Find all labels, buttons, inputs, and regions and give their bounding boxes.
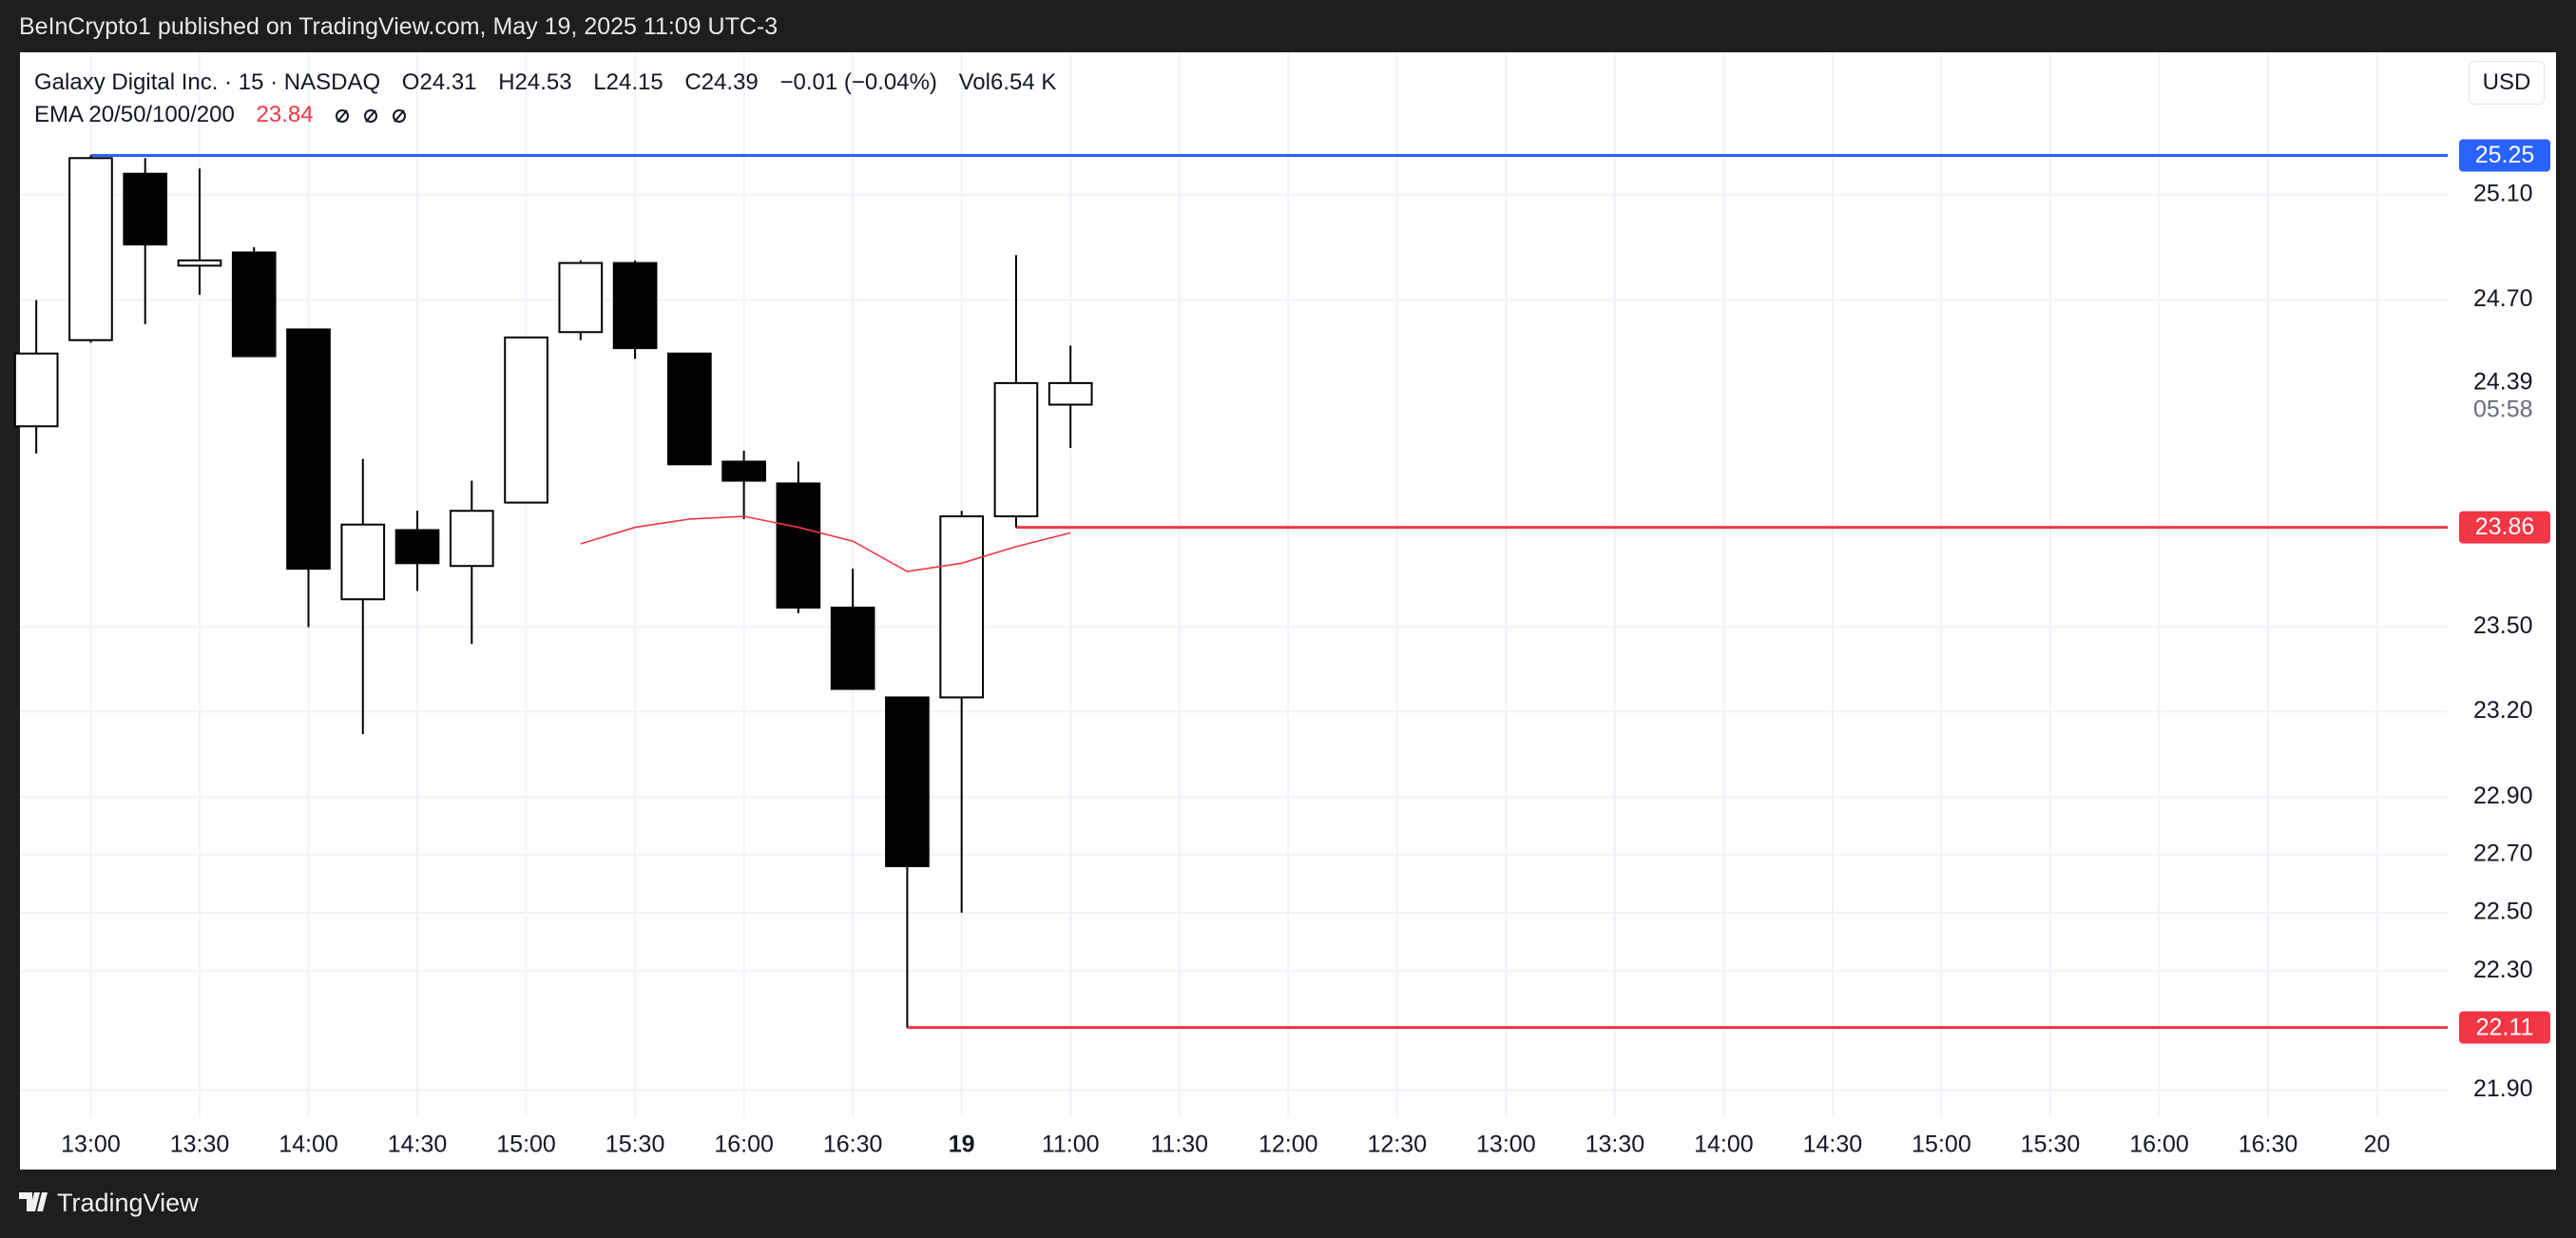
- candle-body: [830, 607, 875, 690]
- y-tick-label: 22.50: [2473, 899, 2533, 925]
- x-tick-label: 15:30: [2021, 1132, 2081, 1158]
- candle-body: [177, 259, 222, 267]
- countdown: 05:58: [2473, 396, 2533, 422]
- candle-body: [123, 172, 168, 246]
- brand: TradingView: [57, 1189, 199, 1217]
- volume-label: Vol: [958, 69, 990, 95]
- candle-body: [1048, 381, 1093, 406]
- candle-body: [721, 460, 766, 482]
- x-tick-label: 13:30: [1586, 1132, 1645, 1158]
- x-tick-label: 11:30: [1150, 1132, 1208, 1158]
- ohlc-label: O: [401, 69, 420, 95]
- last-price-badge: [2459, 366, 2550, 426]
- hidden-icons[interactable]: [335, 106, 411, 126]
- legend-row: Galaxy Digital Inc. · 15 · NASDAQ O24.31…: [34, 67, 1056, 99]
- ohlc-value: 24.39: [701, 69, 759, 95]
- ohlc-value: 24.31: [419, 69, 477, 95]
- indicator-row: EMA 20/50/100/200 23.84: [34, 99, 1056, 131]
- candle-body: [558, 261, 604, 334]
- currency-button[interactable]: USD: [2469, 61, 2545, 105]
- candle-body: [340, 523, 386, 601]
- x-tick-label: 12:00: [1259, 1132, 1318, 1158]
- y-tick-label: 22.90: [2473, 783, 2533, 809]
- x-tick-label: 15:30: [606, 1132, 665, 1158]
- x-tick-label: 19: [949, 1132, 975, 1158]
- y-tick-label: 23.50: [2473, 612, 2533, 639]
- x-tick-label: 13:00: [61, 1132, 121, 1158]
- x-tick-label: 16:30: [823, 1132, 883, 1158]
- x-tick-label: 14:00: [1694, 1132, 1754, 1158]
- candle-body: [68, 157, 113, 341]
- ohlc-label: L: [593, 69, 606, 95]
- x-tick-label: 15:00: [496, 1132, 556, 1158]
- x-tick-label: 14:30: [1803, 1132, 1863, 1158]
- candle-body: [286, 328, 331, 571]
- price-badge-label: 22.11: [2476, 1014, 2534, 1040]
- x-tick-label: 16:30: [2239, 1132, 2298, 1158]
- candle-body: [394, 529, 440, 565]
- price-badge: [2459, 1011, 2550, 1044]
- ema-line: [580, 515, 1071, 572]
- candle-body: [504, 336, 548, 504]
- y-tick-label: 22.70: [2473, 840, 2533, 866]
- symbol: Galaxy Digital Inc. · 15 · NASDAQ: [34, 69, 381, 95]
- price-badge-label: 23.86: [2475, 513, 2535, 540]
- x-tick-label: 13:00: [1476, 1132, 1536, 1158]
- indicator-value: 23.84: [256, 102, 314, 127]
- ohlc-value: 24.15: [606, 69, 663, 95]
- ohlc-value: 24.53: [514, 69, 572, 95]
- ohlc-label: C: [684, 69, 702, 95]
- x-tick-label: 15:00: [1912, 1132, 1971, 1158]
- price-badge: [2459, 139, 2550, 172]
- x-tick-label: 13:30: [170, 1132, 230, 1158]
- x-tick-label: 20: [2364, 1132, 2391, 1158]
- candle-body: [231, 251, 277, 358]
- x-tick-label: 12:30: [1368, 1132, 1428, 1158]
- x-tick-label: 14:30: [388, 1132, 448, 1158]
- publish-info: BeInCrypto1 published on TradingView.com…: [19, 13, 779, 40]
- candle-body: [449, 510, 494, 568]
- candle-body: [776, 482, 821, 609]
- candle-body: [13, 352, 59, 428]
- y-tick-label: 25.10: [2473, 180, 2533, 206]
- legend: Galaxy Digital Inc. · 15 · NASDAQ O24.31…: [34, 67, 1056, 131]
- price-badge-label: 25.25: [2475, 142, 2535, 168]
- ohlc-label: H: [498, 69, 515, 95]
- candle-body: [993, 381, 1039, 518]
- y-tick-label: 23.20: [2473, 697, 2533, 724]
- x-tick-label: 14:00: [279, 1132, 338, 1158]
- tv-logo: [19, 1192, 48, 1211]
- volume: 6.54 K: [990, 69, 1057, 95]
- x-tick-label: 16:00: [2129, 1132, 2189, 1158]
- x-tick-label: 11:00: [1042, 1132, 1100, 1158]
- indicator-name: EMA 20/50/100/200: [34, 102, 235, 127]
- y-tick-label: 21.90: [2473, 1075, 2533, 1102]
- price-badge: [2459, 511, 2550, 544]
- candle-body: [667, 352, 712, 466]
- x-tick-label: 16:00: [714, 1132, 774, 1158]
- candle-body: [612, 261, 658, 350]
- y-tick-label: 22.30: [2473, 957, 2533, 983]
- last-price-label: 24.39: [2473, 368, 2533, 395]
- y-tick-label: 24.70: [2473, 285, 2533, 312]
- candle-body: [885, 696, 930, 867]
- change: −0.01 (−0.04%): [779, 69, 937, 95]
- candle-body: [939, 515, 985, 699]
